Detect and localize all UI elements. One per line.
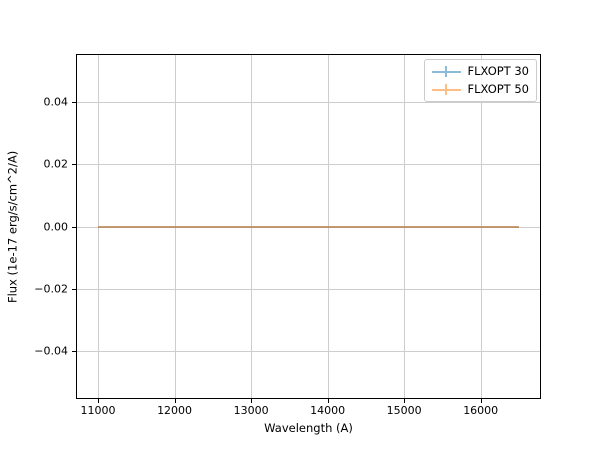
y-tick-mark — [72, 288, 77, 290]
y-tick-mark — [72, 226, 77, 228]
legend-item: FLXOPT 30 — [431, 63, 529, 79]
x-tick-mark — [480, 398, 482, 403]
x-tick-label: 13000 — [233, 404, 269, 417]
gridline-horizontal — [77, 288, 540, 290]
y-axis-label: Flux (1e-17 erg/s/cm^2/A) — [5, 150, 20, 303]
x-tick-label: 14000 — [310, 404, 346, 417]
legend-item: FLXOPT 50 — [431, 81, 529, 97]
x-tick-label: 12000 — [157, 404, 193, 417]
errorbar-handle-icon — [431, 65, 461, 78]
x-axis-label: Wavelength (A) — [264, 421, 353, 435]
gridline-horizontal — [77, 164, 540, 166]
x-tick-mark — [174, 398, 176, 403]
x-tick-mark — [98, 398, 100, 403]
y-tick-mark — [72, 351, 77, 353]
legend-box: FLXOPT 30 FLXOPT 50 — [423, 59, 537, 102]
plot-area: FLXOPT 30 FLXOPT 50 11000 12000 13000 14000 1… — [34, 54, 541, 416]
y-tick-label: 0.00 — [43, 220, 69, 233]
y-tick-label: 0.02 — [43, 157, 69, 171]
y-tick-label: −0.04 — [34, 344, 68, 358]
errorbar-handle-icon — [431, 83, 461, 96]
legend-label: FLXOPT 30 — [467, 63, 529, 78]
x-tick-mark — [404, 398, 406, 403]
gridline-horizontal — [77, 101, 540, 103]
x-tick-mark — [327, 398, 329, 403]
x-tick-label: 11000 — [80, 404, 116, 417]
x-tick-label: 16000 — [463, 404, 499, 417]
y-tick-label: −0.02 — [34, 282, 68, 296]
x-tick-label: 15000 — [386, 404, 422, 417]
gridline-horizontal — [77, 351, 540, 353]
legend-label: FLXOPT 50 — [467, 81, 529, 96]
series-line-flxopt-50 — [98, 225, 519, 228]
y-tick-mark — [72, 101, 77, 103]
x-tick-mark — [251, 398, 253, 403]
y-tick-label: 0.04 — [43, 95, 69, 109]
y-tick-mark — [72, 164, 77, 166]
